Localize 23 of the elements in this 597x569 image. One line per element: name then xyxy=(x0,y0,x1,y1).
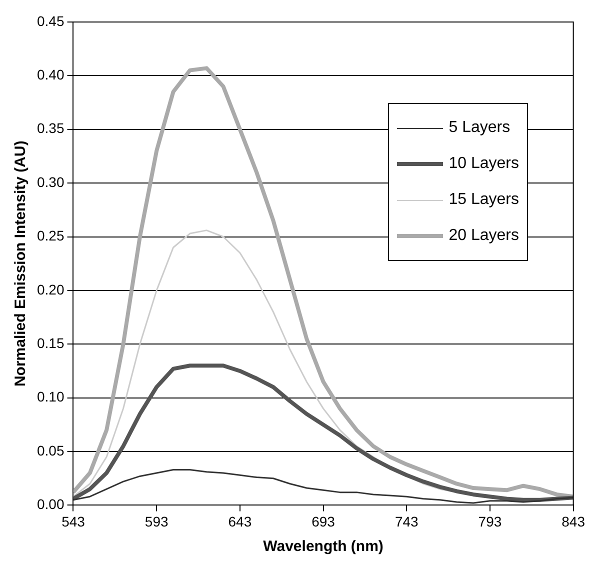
y-tick-label: 0.30 xyxy=(37,174,64,190)
y-axis-title: Normalied Emission Intensity (AU) xyxy=(12,140,30,387)
y-tick-label: 0.10 xyxy=(37,388,64,405)
legend-label: 20 Layers xyxy=(448,227,519,245)
legend-label: 15 Layers xyxy=(448,191,519,209)
y-tick-label: 0.45 xyxy=(37,12,64,29)
x-tick-label: 743 xyxy=(394,513,419,530)
x-tick-label: 543 xyxy=(62,513,86,530)
x-tick-label: 643 xyxy=(228,513,252,530)
y-tick-label: 0.25 xyxy=(37,228,64,244)
x-tick-label: 793 xyxy=(478,513,502,530)
x-tick-label: 693 xyxy=(312,513,336,530)
y-tick-label: 0.40 xyxy=(37,66,64,83)
x-axis-title: Wavelength (nm) xyxy=(263,538,384,556)
y-tick-label: 0.00 xyxy=(37,496,64,512)
y-tick-label: 0.05 xyxy=(37,442,64,458)
y-tick-label: 0.35 xyxy=(37,120,64,136)
x-tick-label: 843 xyxy=(562,513,586,530)
x-tick-label: 593 xyxy=(144,513,168,530)
legend-label: 5 Layers xyxy=(448,119,510,137)
y-tick-label: 0.15 xyxy=(37,334,64,351)
legend-label: 10 Layers xyxy=(448,155,519,173)
y-tick-label: 0.20 xyxy=(37,281,64,298)
